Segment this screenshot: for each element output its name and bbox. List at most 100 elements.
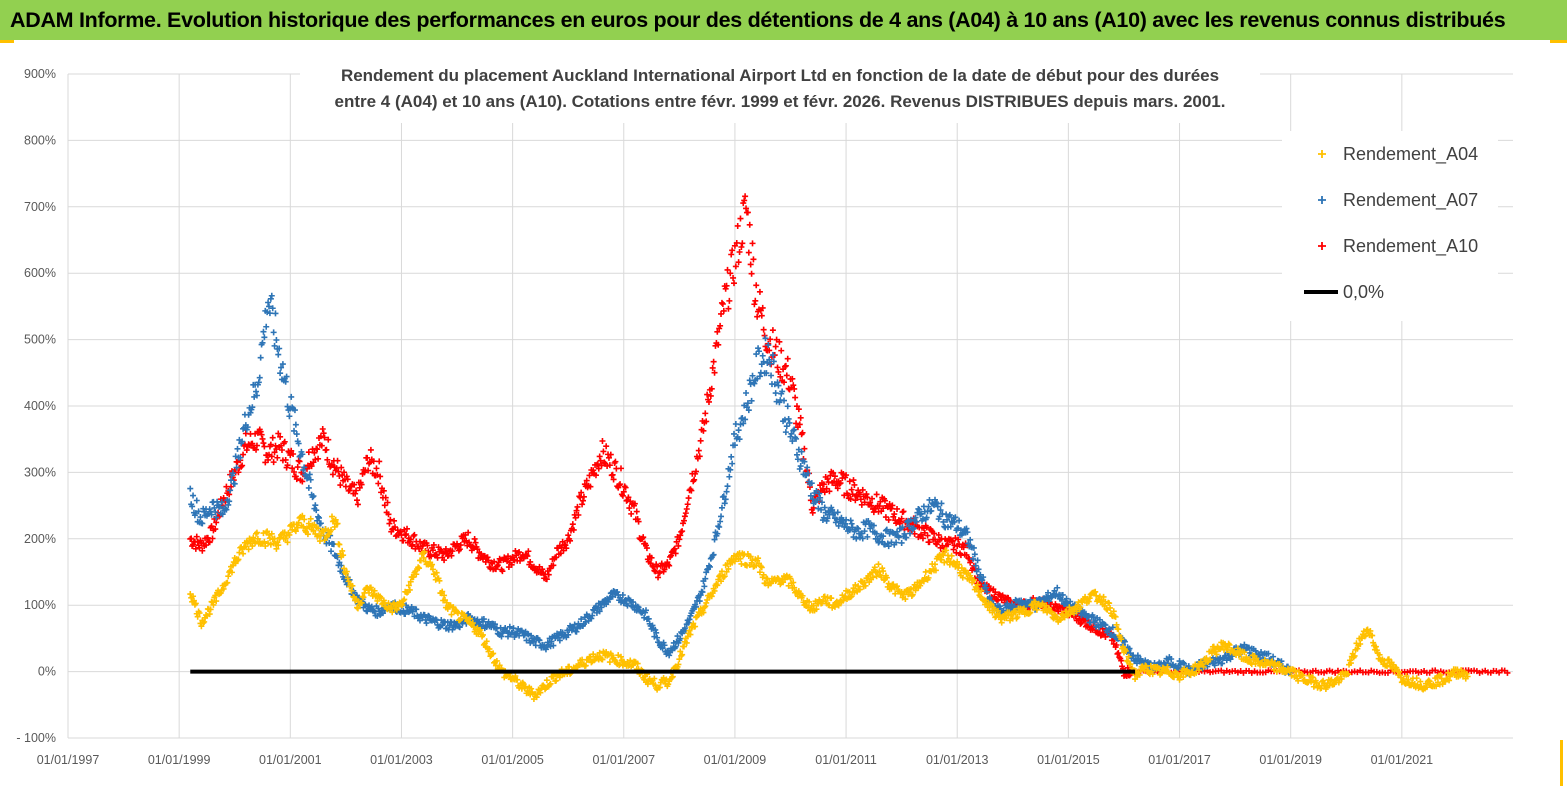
data-point: [259, 435, 266, 442]
data-point: [820, 481, 827, 488]
data-point: [947, 523, 954, 530]
data-point: [385, 511, 392, 518]
data-point: [573, 507, 580, 514]
data-point: [358, 599, 365, 606]
data-point: [228, 483, 235, 490]
legend-label: 0,0%: [1343, 282, 1384, 302]
data-point: [494, 562, 501, 569]
data-point: [989, 609, 996, 616]
data-point: [837, 480, 844, 487]
data-point: [864, 533, 871, 540]
data-point: [1280, 664, 1287, 671]
data-point: [312, 502, 319, 509]
data-point: [793, 451, 800, 458]
data-point: [353, 487, 360, 494]
data-point: [301, 464, 308, 471]
data-point: [946, 511, 953, 518]
data-point: [543, 576, 550, 583]
data-point: [430, 541, 437, 548]
data-point: [282, 378, 289, 385]
data-point: [319, 425, 326, 432]
data-point: [261, 443, 268, 450]
data-point: [956, 517, 963, 524]
data-point: [979, 577, 986, 584]
data-point: [766, 356, 773, 363]
data-point: [805, 470, 812, 477]
data-point: [231, 480, 238, 487]
data-point: [1180, 659, 1187, 666]
data-point: [587, 483, 594, 490]
data-point: [311, 449, 318, 456]
data-point: [746, 377, 753, 384]
data-point: [223, 506, 230, 513]
data-point: [594, 461, 601, 468]
data-point: [211, 504, 218, 511]
data-point: [316, 538, 323, 545]
data-point: [1295, 677, 1302, 684]
data-point: [730, 430, 737, 437]
data-point: [1208, 650, 1215, 657]
data-point: [1092, 588, 1099, 595]
data-point: [502, 625, 509, 632]
data-point: [748, 397, 755, 404]
data-point: [895, 534, 902, 541]
data-point: [1086, 595, 1093, 602]
data-point: [755, 345, 762, 352]
data-point: [272, 310, 279, 317]
data-point: [304, 531, 311, 538]
data-point: [307, 476, 314, 483]
data-point: [677, 635, 684, 642]
data-point: [1136, 671, 1143, 678]
data-point: [898, 539, 905, 546]
data-point: [703, 599, 710, 606]
data-point: [697, 592, 704, 599]
data-point: [358, 481, 365, 488]
data-point: [935, 531, 942, 538]
data-point: [666, 562, 673, 569]
data-point: [960, 544, 967, 551]
data-point: [619, 591, 626, 598]
data-point: [522, 683, 529, 690]
data-point: [801, 445, 808, 452]
data-point: [790, 579, 797, 586]
data-point: [665, 561, 672, 568]
data-point: [716, 523, 723, 530]
data-point: [508, 561, 515, 568]
data-point: [474, 546, 481, 553]
data-point: [314, 446, 321, 453]
data-point: [711, 536, 718, 543]
data-point: [1078, 619, 1085, 626]
data-point: [808, 480, 815, 487]
data-point: [747, 261, 754, 268]
data-point: [859, 535, 866, 542]
data-point: [229, 470, 236, 477]
data-point: [567, 537, 574, 544]
data-point: [506, 623, 513, 630]
data-point: [261, 538, 268, 545]
data-point: [700, 427, 707, 434]
data-point: [456, 546, 463, 553]
data-point: [1121, 638, 1128, 645]
data-point: [210, 601, 217, 608]
data-point: [645, 615, 652, 622]
data-point: [678, 652, 685, 659]
data-point: [236, 549, 243, 556]
data-point: [407, 536, 414, 543]
data-point: [407, 578, 414, 585]
data-point: [731, 442, 738, 449]
data-point: [742, 193, 749, 200]
data-point: [848, 486, 855, 493]
data-point: [441, 557, 448, 564]
data-point: [556, 674, 563, 681]
data-point: [831, 473, 838, 480]
data-point: [688, 487, 695, 494]
data-point: [1385, 656, 1392, 663]
y-tick-label: 900%: [24, 67, 56, 81]
data-point: [952, 514, 959, 521]
data-point: [853, 492, 860, 499]
data-point: [510, 625, 517, 632]
data-point: [336, 559, 343, 566]
data-point: [308, 463, 315, 470]
data-point: [1463, 670, 1470, 677]
data-point: [301, 516, 308, 523]
